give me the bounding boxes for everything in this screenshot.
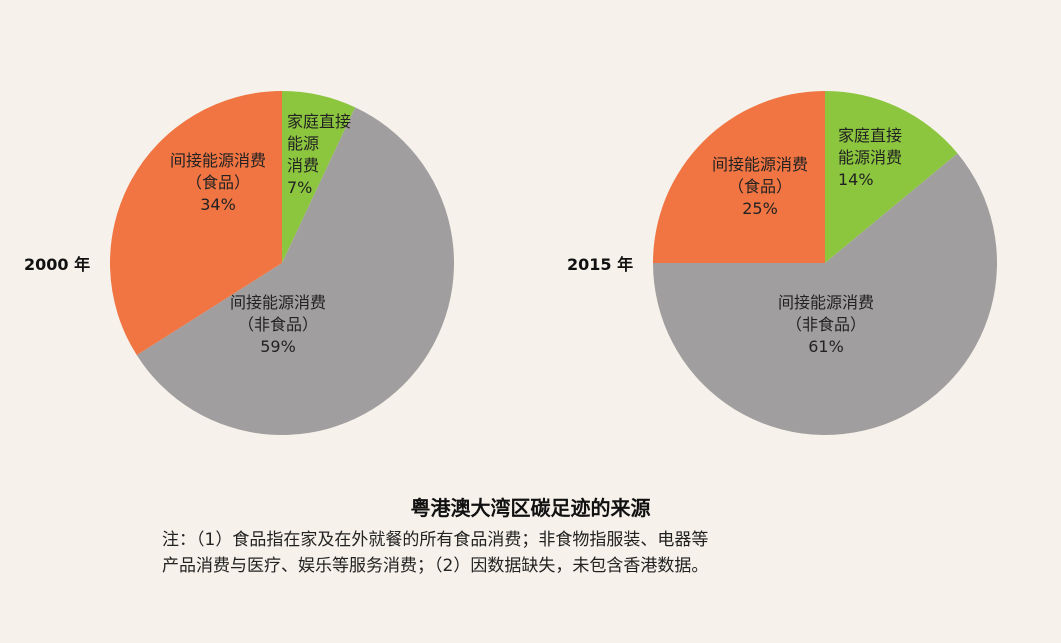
pie-chart-1: 家庭直接能源消费 14% 间接能源消费（非食品） 61% 间接能源消费（食品） 25% 20… bbox=[567, 91, 997, 435]
slice-label-1-0: 家庭直接能源消费 14% bbox=[838, 126, 902, 189]
slice-label-0-2: 间接能源消费（食品） 34% bbox=[170, 151, 266, 214]
slice-label-0-1: 间接能源消费（非食品） 59% bbox=[230, 293, 326, 356]
slice-label-1-1: 间接能源消费（非食品） 61% bbox=[778, 293, 874, 356]
caption: 粤港澳大湾区碳足迹的来源 注：（1）食品指在家及在外就餐的所有食品消费；非食物指… bbox=[0, 492, 1061, 579]
pie-slice-0-2 bbox=[110, 91, 282, 356]
slice-label-0-0: 家庭直接能源消费 7% bbox=[287, 112, 351, 197]
pie-slice-0-1 bbox=[136, 107, 455, 436]
pie-slice-1-0 bbox=[825, 91, 958, 263]
pie-slice-0-0 bbox=[282, 91, 356, 263]
slice-label-1-2: 间接能源消费（食品） 25% bbox=[712, 155, 808, 218]
year-label-1: 2015 年 bbox=[567, 255, 633, 274]
pie-chart-0: 家庭直接能源消费 7% 间接能源消费（非食品） 59% 间接能源消费（食品） 34% 200… bbox=[24, 91, 455, 436]
pie-slice-1-1 bbox=[653, 153, 997, 435]
note-line-1: 注：（1）食品指在家及在外就餐的所有食品消费；非食物指服装、电器等 bbox=[162, 530, 709, 550]
note-line-2: 产品消费与医疗、娱乐等服务消费；（2）因数据缺失，未包含香港数据。 bbox=[162, 556, 709, 576]
year-label-0: 2000 年 bbox=[24, 255, 90, 274]
pie-charts-canvas: 家庭直接能源消费 7% 间接能源消费（非食品） 59% 间接能源消费（食品） 34% 200… bbox=[24, 91, 997, 436]
pie-slice-1-2 bbox=[653, 91, 825, 263]
chart-title: 粤港澳大湾区碳足迹的来源 bbox=[410, 496, 651, 520]
